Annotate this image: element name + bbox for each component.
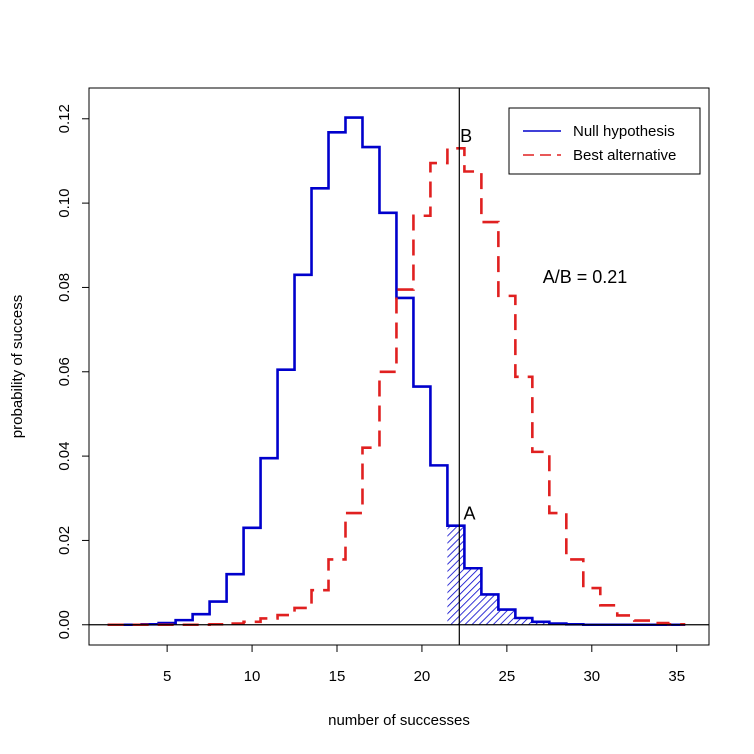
annotation-ratio: A/B = 0.21 [543,267,628,287]
y-tick-label: 0.08 [56,273,73,302]
plot-frame [88,87,710,646]
series-line-null-hypothesis [107,116,686,627]
y-tick-label: 0.10 [56,189,73,218]
x-tick-label: 20 [414,668,431,685]
x-axis-title: number of successes [328,712,470,729]
y-tick-label: 0.04 [56,441,73,470]
y-tick-label: 0.06 [56,357,73,386]
y-tick-label: 0.00 [56,610,73,639]
x-tick-label: 25 [499,668,516,685]
x-tick-label: 5 [163,668,171,685]
annotation-b: B [460,126,472,146]
x-tick-label: 30 [583,668,600,685]
x-tick-label: 10 [244,668,261,685]
y-tick-label: 0.02 [56,526,73,555]
y-axis-title: probability of success [9,295,26,438]
x-tick-label: 35 [668,668,685,685]
legend-label-null-hypothesis: Null hypothesis [573,123,675,140]
tail-shaded-region [447,525,686,625]
series-line-best-alternative [107,147,686,627]
legend-label-best-alternative: Best alternative [573,147,676,164]
x-tick-label: 15 [329,668,346,685]
annotation-a: A [463,503,475,523]
legend-box [508,107,701,175]
y-tick-label: 0.12 [56,104,73,133]
